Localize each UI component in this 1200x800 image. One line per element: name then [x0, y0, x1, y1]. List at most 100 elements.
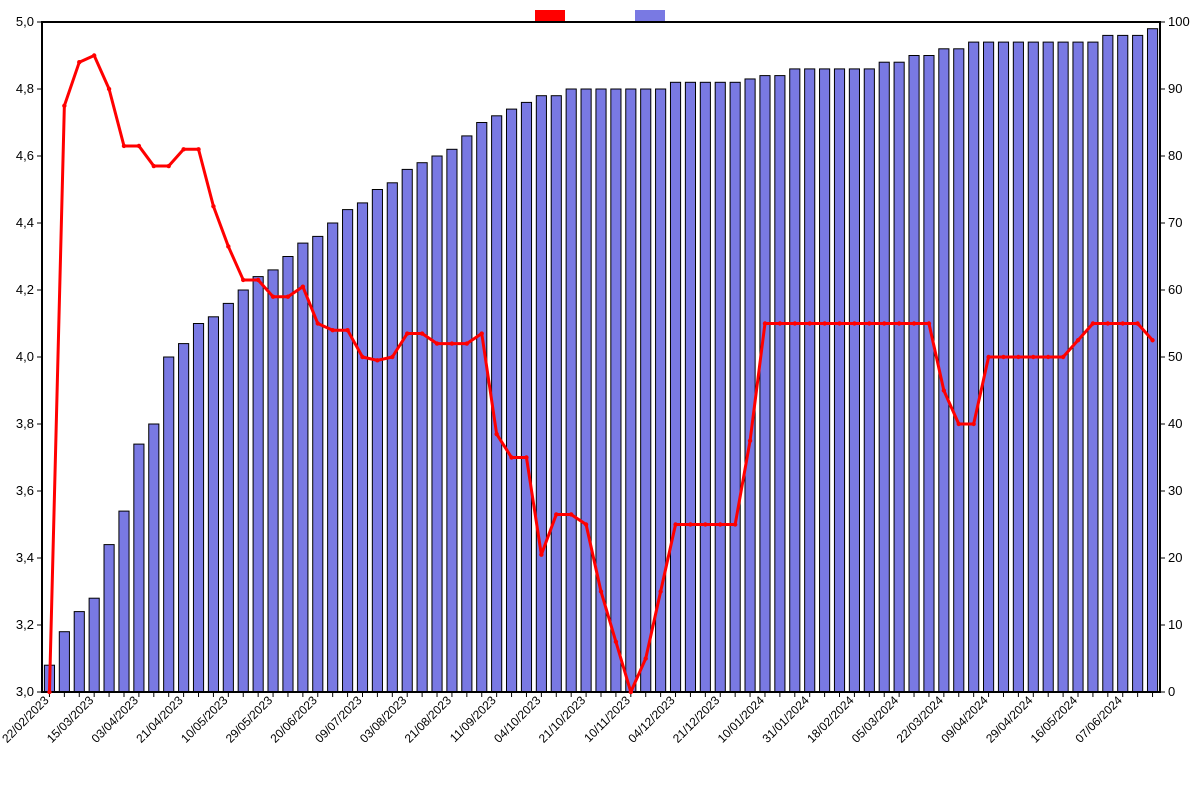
line-marker [181, 147, 185, 151]
bar [805, 69, 815, 692]
line-marker [47, 690, 51, 694]
line-marker [822, 321, 826, 325]
bar [328, 223, 338, 692]
line-marker [554, 512, 558, 516]
legend-line-swatch [535, 10, 565, 22]
line-marker [688, 522, 692, 526]
bar [477, 123, 487, 693]
bar [849, 69, 859, 692]
bar [894, 62, 904, 692]
y-left-tick-label: 4,8 [16, 81, 34, 96]
bar [1028, 42, 1038, 692]
line-marker [778, 321, 782, 325]
line-marker [793, 321, 797, 325]
line-marker [390, 355, 394, 359]
y-left-tick-label: 4,0 [16, 349, 34, 364]
line-marker [569, 512, 573, 516]
bar [536, 96, 546, 692]
line-marker [480, 331, 484, 335]
bar [238, 290, 248, 692]
bar [357, 203, 367, 692]
line-marker [92, 53, 96, 57]
y-right-tick-label: 40 [1168, 416, 1182, 431]
line-marker [1076, 338, 1080, 342]
line-marker [807, 321, 811, 325]
bar [641, 89, 651, 692]
bar [432, 156, 442, 692]
line-marker [524, 455, 528, 459]
y-left-tick-label: 3,8 [16, 416, 34, 431]
bar [387, 183, 397, 692]
line-marker [301, 284, 305, 288]
legend-bar-swatch [635, 10, 665, 22]
line-marker [167, 164, 171, 168]
y-left-tick-label: 4,4 [16, 215, 34, 230]
line-marker [226, 244, 230, 248]
y-right-tick-label: 90 [1168, 81, 1182, 96]
y-left-tick-label: 3,0 [16, 684, 34, 699]
line-marker [435, 341, 439, 345]
bar [74, 612, 84, 692]
y-right-tick-label: 70 [1168, 215, 1182, 230]
bar [193, 324, 203, 693]
bar [879, 62, 889, 692]
line-marker [360, 355, 364, 359]
bar [298, 243, 308, 692]
line-marker [465, 341, 469, 345]
line-marker [450, 341, 454, 345]
line-marker [211, 204, 215, 208]
bar [924, 56, 934, 693]
line-marker [748, 439, 752, 443]
line-marker [867, 321, 871, 325]
chart-svg: 3,03,23,43,63,84,04,24,44,64,85,00102030… [0, 0, 1200, 800]
line-marker [420, 331, 424, 335]
line-marker [107, 87, 111, 91]
line-marker [1135, 321, 1139, 325]
y-right-tick-label: 10 [1168, 617, 1182, 632]
line-marker [897, 321, 901, 325]
bar [685, 82, 695, 692]
line-marker [1001, 355, 1005, 359]
line-marker [1106, 321, 1110, 325]
line-marker [316, 321, 320, 325]
bar [820, 69, 830, 692]
y-left-tick-label: 4,6 [16, 148, 34, 163]
bar [104, 545, 114, 692]
y-right-tick-label: 20 [1168, 550, 1182, 565]
bar [417, 163, 427, 692]
bar [1058, 42, 1068, 692]
line-marker [405, 331, 409, 335]
line-marker [584, 522, 588, 526]
line-marker [927, 321, 931, 325]
bar [521, 102, 531, 692]
bar [626, 89, 636, 692]
bar [149, 424, 159, 692]
line-marker [912, 321, 916, 325]
line-marker [271, 295, 275, 299]
line-marker [644, 656, 648, 660]
bar [134, 444, 144, 692]
bar [462, 136, 472, 692]
bar [372, 190, 382, 693]
bar [715, 82, 725, 692]
line-marker [614, 640, 618, 644]
line-marker [763, 321, 767, 325]
line-marker [718, 522, 722, 526]
line-marker [1016, 355, 1020, 359]
bar [208, 317, 218, 692]
bar [447, 149, 457, 692]
line-marker [629, 690, 633, 694]
bar [506, 109, 516, 692]
bar [1103, 35, 1113, 692]
bar [283, 257, 293, 693]
bar [745, 79, 755, 692]
bar [1043, 42, 1053, 692]
line-marker [509, 455, 513, 459]
y-left-tick-label: 3,6 [16, 483, 34, 498]
bar [551, 96, 561, 692]
line-marker [599, 589, 603, 593]
line-marker [1046, 355, 1050, 359]
chart-container: 3,03,23,43,63,84,04,24,44,64,85,00102030… [0, 0, 1200, 800]
line-marker [882, 321, 886, 325]
bar [1013, 42, 1023, 692]
